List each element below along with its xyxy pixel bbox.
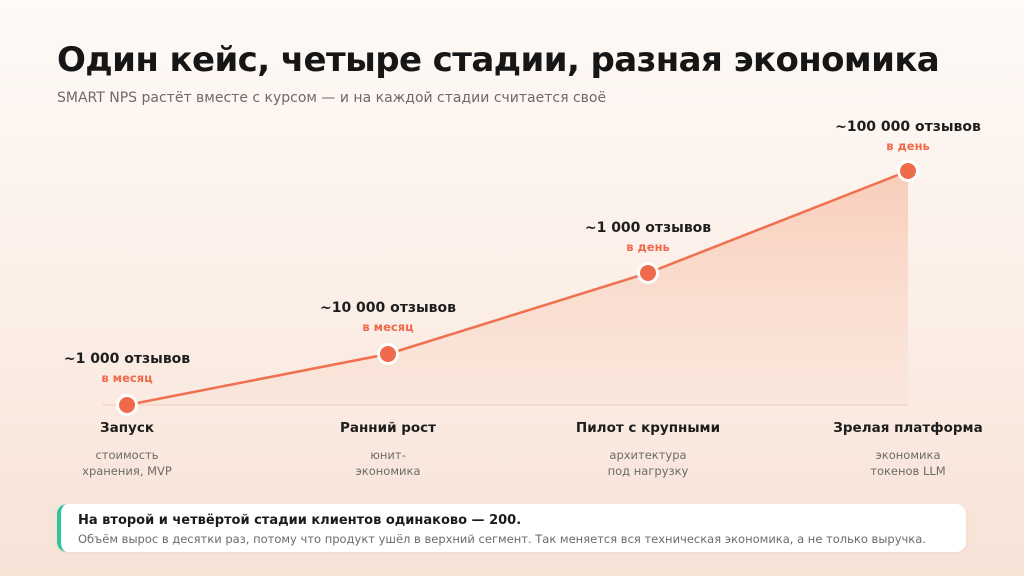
stage-description: экономика токенов LLM (793, 447, 1023, 479)
stage-point-launch (116, 394, 138, 416)
stage-description-line: токенов LLM (870, 464, 946, 478)
callout-title: На второй и четвёртой стадии клиентов од… (78, 513, 522, 528)
metric-value: ~100 000 отзывов (835, 119, 981, 135)
stage-description-line: хранения, MVP (82, 464, 172, 478)
stage-description-line: экономика (355, 464, 421, 478)
stage-launch: Запуск стоимость хранения, MVP (12, 420, 242, 479)
stage-pilot: Пилот с крупными архитектура под нагрузк… (533, 420, 763, 479)
metric-label-mature: ~100 000 отзывов в день (808, 119, 1008, 153)
stage-point-early-growth (377, 343, 399, 365)
stage-name: Пилот с крупными (575, 420, 721, 436)
metric-label-pilot: ~1 000 отзывов в день (548, 220, 748, 254)
stage-description-line: экономика (875, 448, 941, 462)
stage-name: Ранний рост (339, 420, 437, 436)
metric-value: ~1 000 отзывов (584, 220, 712, 236)
stage-point-pilot (637, 262, 659, 284)
stage-mature: Зрелая платформа экономика токенов LLM (793, 420, 1023, 479)
stage-description-line: юнит- (370, 448, 406, 462)
stage-name: Зрелая платформа (833, 420, 983, 436)
stage-description-line: архитектура (609, 448, 687, 462)
metric-period: в месяц (362, 320, 414, 334)
stage-early-growth: Ранний рост юнит- экономика (273, 420, 503, 479)
stage-description: архитектура под нагрузку (533, 447, 763, 479)
page-subtitle: SMART NPS растёт вместе с курсом — и на … (57, 90, 607, 106)
growth-area (127, 171, 908, 405)
stage-point-mature (897, 160, 919, 182)
page-title: Один кейс, четыре стадии, разная экономи… (57, 40, 940, 80)
growth-line (125, 169, 910, 407)
callout-note: На второй и четвёртой стадии клиентов од… (57, 504, 966, 552)
metric-period: в день (886, 139, 930, 153)
stage-name: Запуск (100, 420, 154, 436)
stage-description: юнит- экономика (273, 447, 503, 479)
stage-description-line: под нагрузку (607, 464, 689, 478)
callout-text: Объём вырос в десятки раз, потому что пр… (78, 532, 926, 546)
metric-label-early-growth: ~10 000 отзывов в месяц (288, 300, 488, 334)
stage-description-line: стоимость (95, 448, 159, 462)
metric-value: ~1 000 отзывов (63, 351, 191, 367)
metric-label-launch: ~1 000 отзывов в месяц (27, 351, 227, 385)
metric-value: ~10 000 отзывов (319, 300, 457, 316)
metric-period: в месяц (101, 371, 153, 385)
metric-period: в день (626, 240, 670, 254)
stage-description: стоимость хранения, MVP (12, 447, 242, 479)
